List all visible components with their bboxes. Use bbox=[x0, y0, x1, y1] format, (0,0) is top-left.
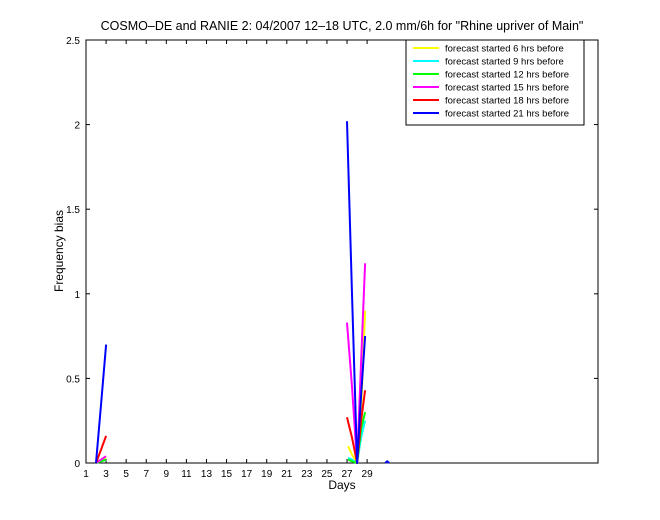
x-tick-label: 23 bbox=[301, 469, 313, 480]
x-tick-label: 25 bbox=[321, 469, 333, 480]
x-tick-label: 29 bbox=[362, 469, 374, 480]
x-tick-label: 13 bbox=[201, 469, 213, 480]
y-tick-label: 0.5 bbox=[66, 374, 80, 385]
legend-label: forecast started 12 hrs before bbox=[445, 70, 569, 81]
y-tick-label: 2 bbox=[74, 121, 80, 132]
legend-label: forecast started 9 hrs before bbox=[445, 57, 564, 68]
y-tick-label: 0 bbox=[74, 459, 80, 470]
y-tick-label: 1 bbox=[74, 290, 80, 301]
x-tick-label: 5 bbox=[123, 469, 129, 480]
legend-label: forecast started 6 hrs before bbox=[445, 44, 564, 55]
series-line-6 bbox=[95, 121, 390, 464]
x-tick-label: 11 bbox=[181, 469, 192, 480]
series-lines bbox=[95, 121, 390, 464]
x-tick-label: 7 bbox=[143, 469, 149, 480]
y-axis-label: Frequency bias bbox=[52, 210, 66, 292]
x-tick-label: 9 bbox=[164, 469, 170, 480]
x-tick-label: 3 bbox=[103, 469, 109, 480]
x-tick-label: 1 bbox=[83, 469, 89, 480]
legend-label: forecast started 15 hrs before bbox=[445, 83, 569, 94]
x-tick-label: 17 bbox=[241, 469, 253, 480]
x-tick-label: 27 bbox=[341, 469, 353, 480]
legend: forecast started 6 hrs before forecast st… bbox=[405, 39, 585, 126]
y-tick-label: 1.5 bbox=[66, 205, 80, 216]
x-axis: 1 3 5 7 9 11 13 15 17 19 21 23 25 27 29 bbox=[83, 40, 373, 480]
x-tick-label: 19 bbox=[261, 469, 273, 480]
y-axis: 0 0.5 1 1.5 2 2.5 bbox=[66, 36, 598, 470]
chart-title: COSMO–DE and RANIE 2: 04/2007 12–18 UTC,… bbox=[101, 19, 584, 33]
legend-box bbox=[405, 39, 585, 126]
x-tick-label: 21 bbox=[281, 469, 293, 480]
legend-label: forecast started 18 hrs before bbox=[445, 96, 569, 107]
x-tick-label: 15 bbox=[221, 469, 233, 480]
legend-label: forecast started 21 hrs before bbox=[445, 109, 569, 120]
x-axis-label: Days bbox=[328, 478, 355, 492]
y-tick-label: 2.5 bbox=[66, 36, 80, 47]
